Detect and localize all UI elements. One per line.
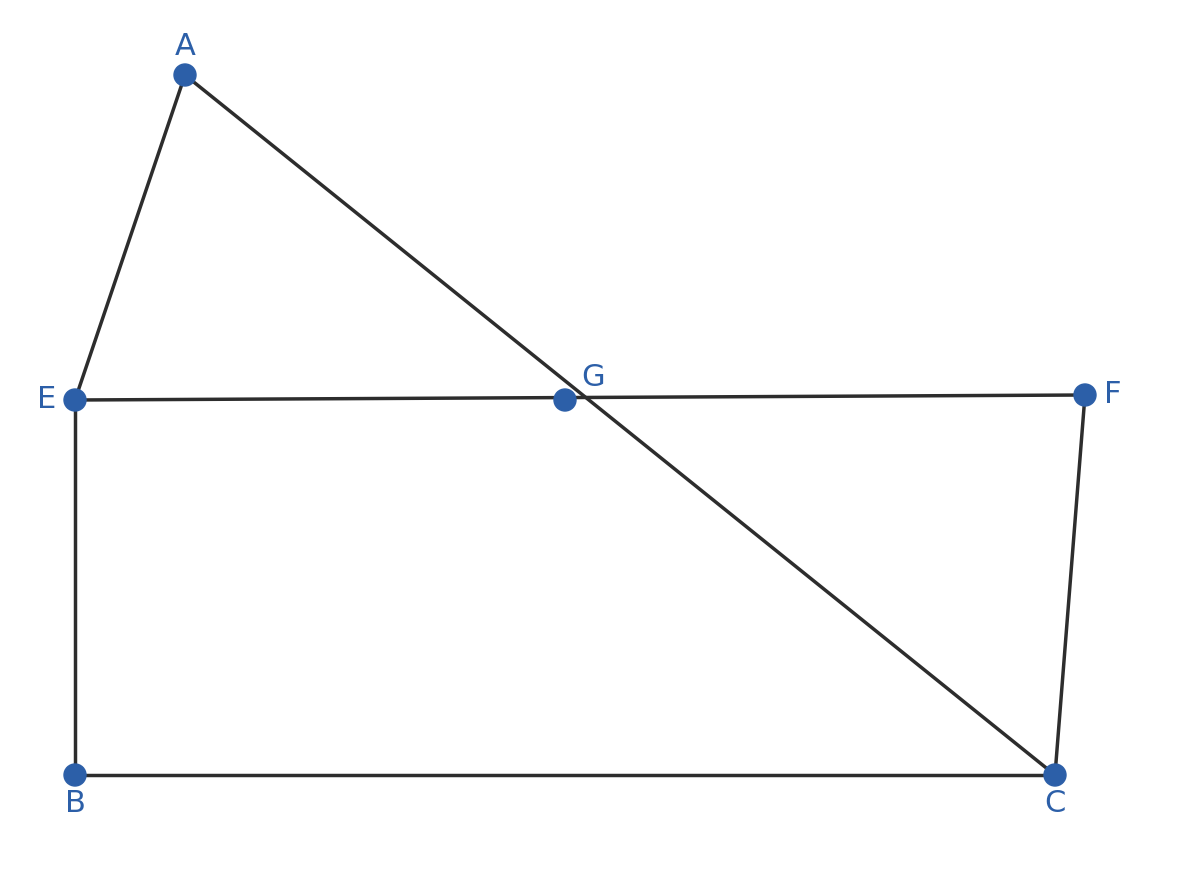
Text: C: C — [1044, 789, 1066, 818]
Circle shape — [554, 389, 576, 411]
Circle shape — [1044, 764, 1066, 786]
Text: F: F — [1104, 380, 1122, 409]
Circle shape — [64, 389, 86, 411]
Circle shape — [1074, 384, 1096, 406]
Circle shape — [64, 764, 86, 786]
Text: B: B — [65, 789, 85, 818]
Text: A: A — [174, 33, 196, 61]
Text: E: E — [37, 385, 56, 415]
Circle shape — [174, 64, 196, 86]
Text: G: G — [581, 363, 605, 392]
